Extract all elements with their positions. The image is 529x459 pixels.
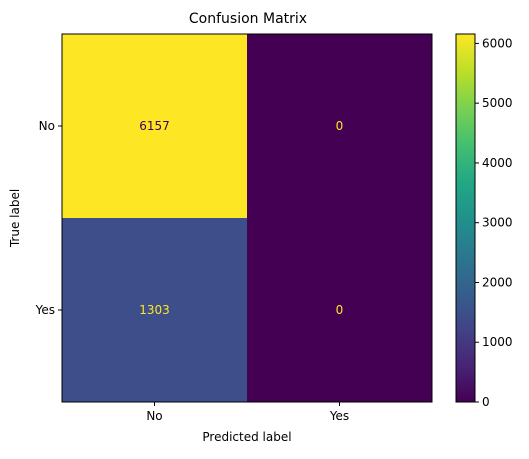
y-tick-label: Yes bbox=[35, 303, 55, 317]
chart-title: Confusion Matrix bbox=[189, 11, 307, 27]
x-axis-ticks: No Yes bbox=[146, 402, 349, 423]
heatmap-cell bbox=[62, 34, 247, 218]
x-tick-label: No bbox=[146, 409, 162, 423]
colorbar-tick-label: 1000 bbox=[482, 335, 513, 349]
x-tick-label: Yes bbox=[329, 409, 349, 423]
heatmap-cell bbox=[247, 218, 432, 402]
colorbar-tick-label: 3000 bbox=[482, 216, 513, 230]
colorbar-tick-label: 6000 bbox=[482, 36, 513, 50]
x-axis-label: Predicted label bbox=[202, 430, 291, 444]
colorbar-tick-label: 4000 bbox=[482, 156, 513, 170]
colorbar-tick-label: 5000 bbox=[482, 96, 513, 110]
plot-frame bbox=[61, 33, 433, 403]
y-axis-label: True label bbox=[8, 189, 22, 248]
colorbar-tick-label: 0 bbox=[482, 395, 490, 409]
colorbar-tick-label: 2000 bbox=[482, 275, 513, 289]
heatmap-cell bbox=[62, 218, 247, 402]
cell-value-label: 0 bbox=[336, 119, 344, 133]
y-tick-label: No bbox=[39, 119, 55, 133]
y-axis-ticks: No Yes bbox=[35, 119, 62, 317]
cell-value-label: 1303 bbox=[139, 303, 170, 317]
heatmap-cell bbox=[247, 34, 432, 218]
cell-value-label: 0 bbox=[336, 303, 344, 317]
heatmap-cells: 6157 0 1303 0 bbox=[62, 34, 432, 402]
colorbar-ticks: 0 1000 2000 3000 4000 5000 6000 bbox=[475, 36, 513, 409]
cell-value-label: 6157 bbox=[139, 119, 170, 133]
colorbar bbox=[455, 33, 476, 403]
